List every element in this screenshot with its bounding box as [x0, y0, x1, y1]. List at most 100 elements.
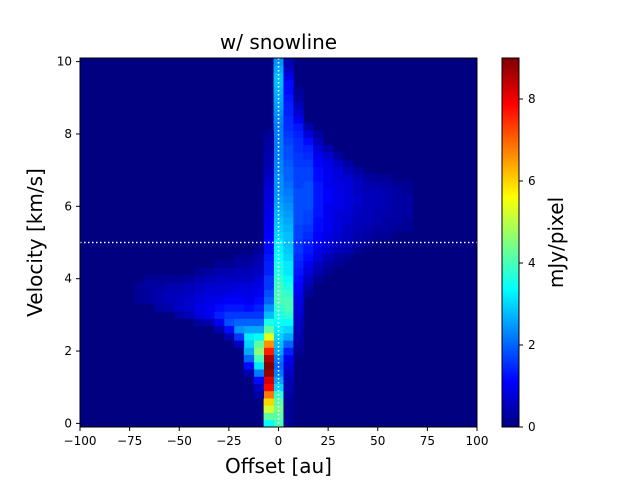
x-tick-label: 25 — [320, 434, 335, 448]
colorbar-segment — [502, 244, 519, 248]
colorbar-segment — [502, 416, 519, 420]
heatmap-cell — [273, 325, 284, 334]
heatmap-cell — [273, 72, 284, 81]
heatmap-cell — [263, 159, 274, 167]
colorbar-segment — [502, 396, 519, 399]
heatmap-cell — [333, 231, 344, 240]
heatmap-cell — [223, 304, 235, 312]
heatmap-cell — [303, 260, 314, 269]
colorbar-segment — [502, 273, 519, 276]
heatmap-cell — [283, 354, 294, 363]
heatmap-cell — [323, 267, 334, 276]
heatmap-cell — [273, 58, 284, 66]
heatmap-cell — [243, 311, 255, 319]
heatmap-cell — [382, 181, 394, 189]
heatmap-cell — [283, 304, 294, 312]
colorbar-segment — [502, 398, 519, 401]
heatmap-cell — [303, 224, 314, 233]
heatmap-cell — [164, 296, 175, 305]
colorbar-segment — [502, 379, 519, 383]
heatmap-cell — [283, 209, 294, 218]
heatmap-cell — [323, 253, 334, 261]
heatmap-cell — [283, 275, 294, 283]
heatmap-cell — [273, 181, 284, 189]
colorbar-segment — [502, 263, 519, 266]
x-axis-ticks: −100 −75 −50 −25 0 25 50 75 100 — [64, 427, 488, 448]
heatmap-cell — [313, 144, 324, 153]
heatmap-cell — [233, 289, 245, 298]
heatmap-cell — [283, 94, 294, 102]
colorbar-segment — [502, 88, 519, 92]
colorbar-segment — [502, 129, 519, 133]
heatmap-cell — [273, 419, 284, 428]
colorbar-segment — [502, 361, 519, 364]
heatmap-cell — [253, 296, 265, 305]
heatmap-cell — [372, 188, 384, 196]
heatmap-cell — [293, 253, 304, 261]
heatmap-cell — [402, 217, 413, 225]
heatmap-cell — [313, 173, 324, 182]
heatmap-cell — [343, 224, 354, 233]
heatmap-cell — [243, 340, 255, 348]
colorbar-segment — [502, 277, 519, 280]
heatmap-cell — [313, 253, 324, 261]
colorbar-segment — [502, 285, 519, 289]
heatmap-cell — [233, 282, 245, 290]
y-tick-label: 6 — [64, 199, 72, 213]
colorbar-segment — [502, 318, 519, 321]
heatmap-cell — [343, 188, 354, 196]
heatmap-cell — [283, 361, 294, 370]
heatmap-cell — [283, 405, 294, 413]
heatmap-cell — [303, 144, 314, 153]
colorbar-segment — [502, 205, 519, 209]
colorbar-segment — [502, 215, 519, 219]
colorbar-segment — [502, 84, 519, 88]
heatmap-cell — [352, 202, 364, 211]
heatmap-cell — [263, 361, 274, 370]
heatmap-cell — [243, 282, 255, 290]
colorbar-segment — [502, 144, 519, 147]
heatmap-cell — [303, 289, 314, 298]
colorbar-segment — [502, 314, 519, 317]
heatmap-cell — [194, 318, 205, 327]
colorbar-segment — [502, 72, 519, 75]
colorbar-segment — [502, 78, 519, 82]
colorbar-segment — [502, 197, 519, 200]
colorbar-gradient — [502, 58, 519, 428]
heatmap-cell — [243, 267, 255, 276]
heatmap-cell — [372, 181, 384, 189]
heatmap-cell — [273, 173, 284, 182]
heatmap-cell — [343, 173, 354, 182]
colorbar-segment — [502, 402, 519, 405]
heatmap-cell — [283, 253, 294, 261]
heatmap-cell — [283, 347, 294, 356]
heatmap-cell — [293, 152, 304, 160]
heatmap-cell — [293, 209, 304, 218]
colorbar-segment — [502, 92, 519, 96]
heatmap-cell — [313, 217, 324, 225]
heatmap-cell — [372, 224, 384, 233]
heatmap-cells — [134, 58, 413, 428]
colorbar-segment — [502, 193, 519, 196]
colorbar-segment — [502, 420, 519, 424]
heatmap-cell — [263, 354, 274, 363]
heatmap-cell — [333, 173, 344, 182]
heatmap-cell — [293, 246, 304, 254]
heatmap-cell — [273, 253, 284, 261]
colorbar-segment — [502, 137, 519, 141]
colorbar-tick-label: 4 — [528, 256, 536, 270]
heatmap-cell — [283, 224, 294, 233]
heatmap-cell — [293, 311, 304, 319]
heatmap-cell — [194, 304, 205, 312]
heatmap-cell — [213, 304, 225, 312]
colorbar-segment — [502, 82, 519, 86]
heatmap-cell — [283, 144, 294, 153]
heatmap-cell — [253, 325, 265, 334]
heatmap-cell — [293, 94, 304, 102]
heatmap-cell — [283, 115, 294, 124]
heatmap-cell — [253, 275, 265, 283]
colorbar-frame — [501, 57, 520, 428]
heatmap-cell — [283, 419, 294, 428]
colorbar-segment — [502, 164, 519, 168]
heatmap-cell — [362, 173, 374, 182]
